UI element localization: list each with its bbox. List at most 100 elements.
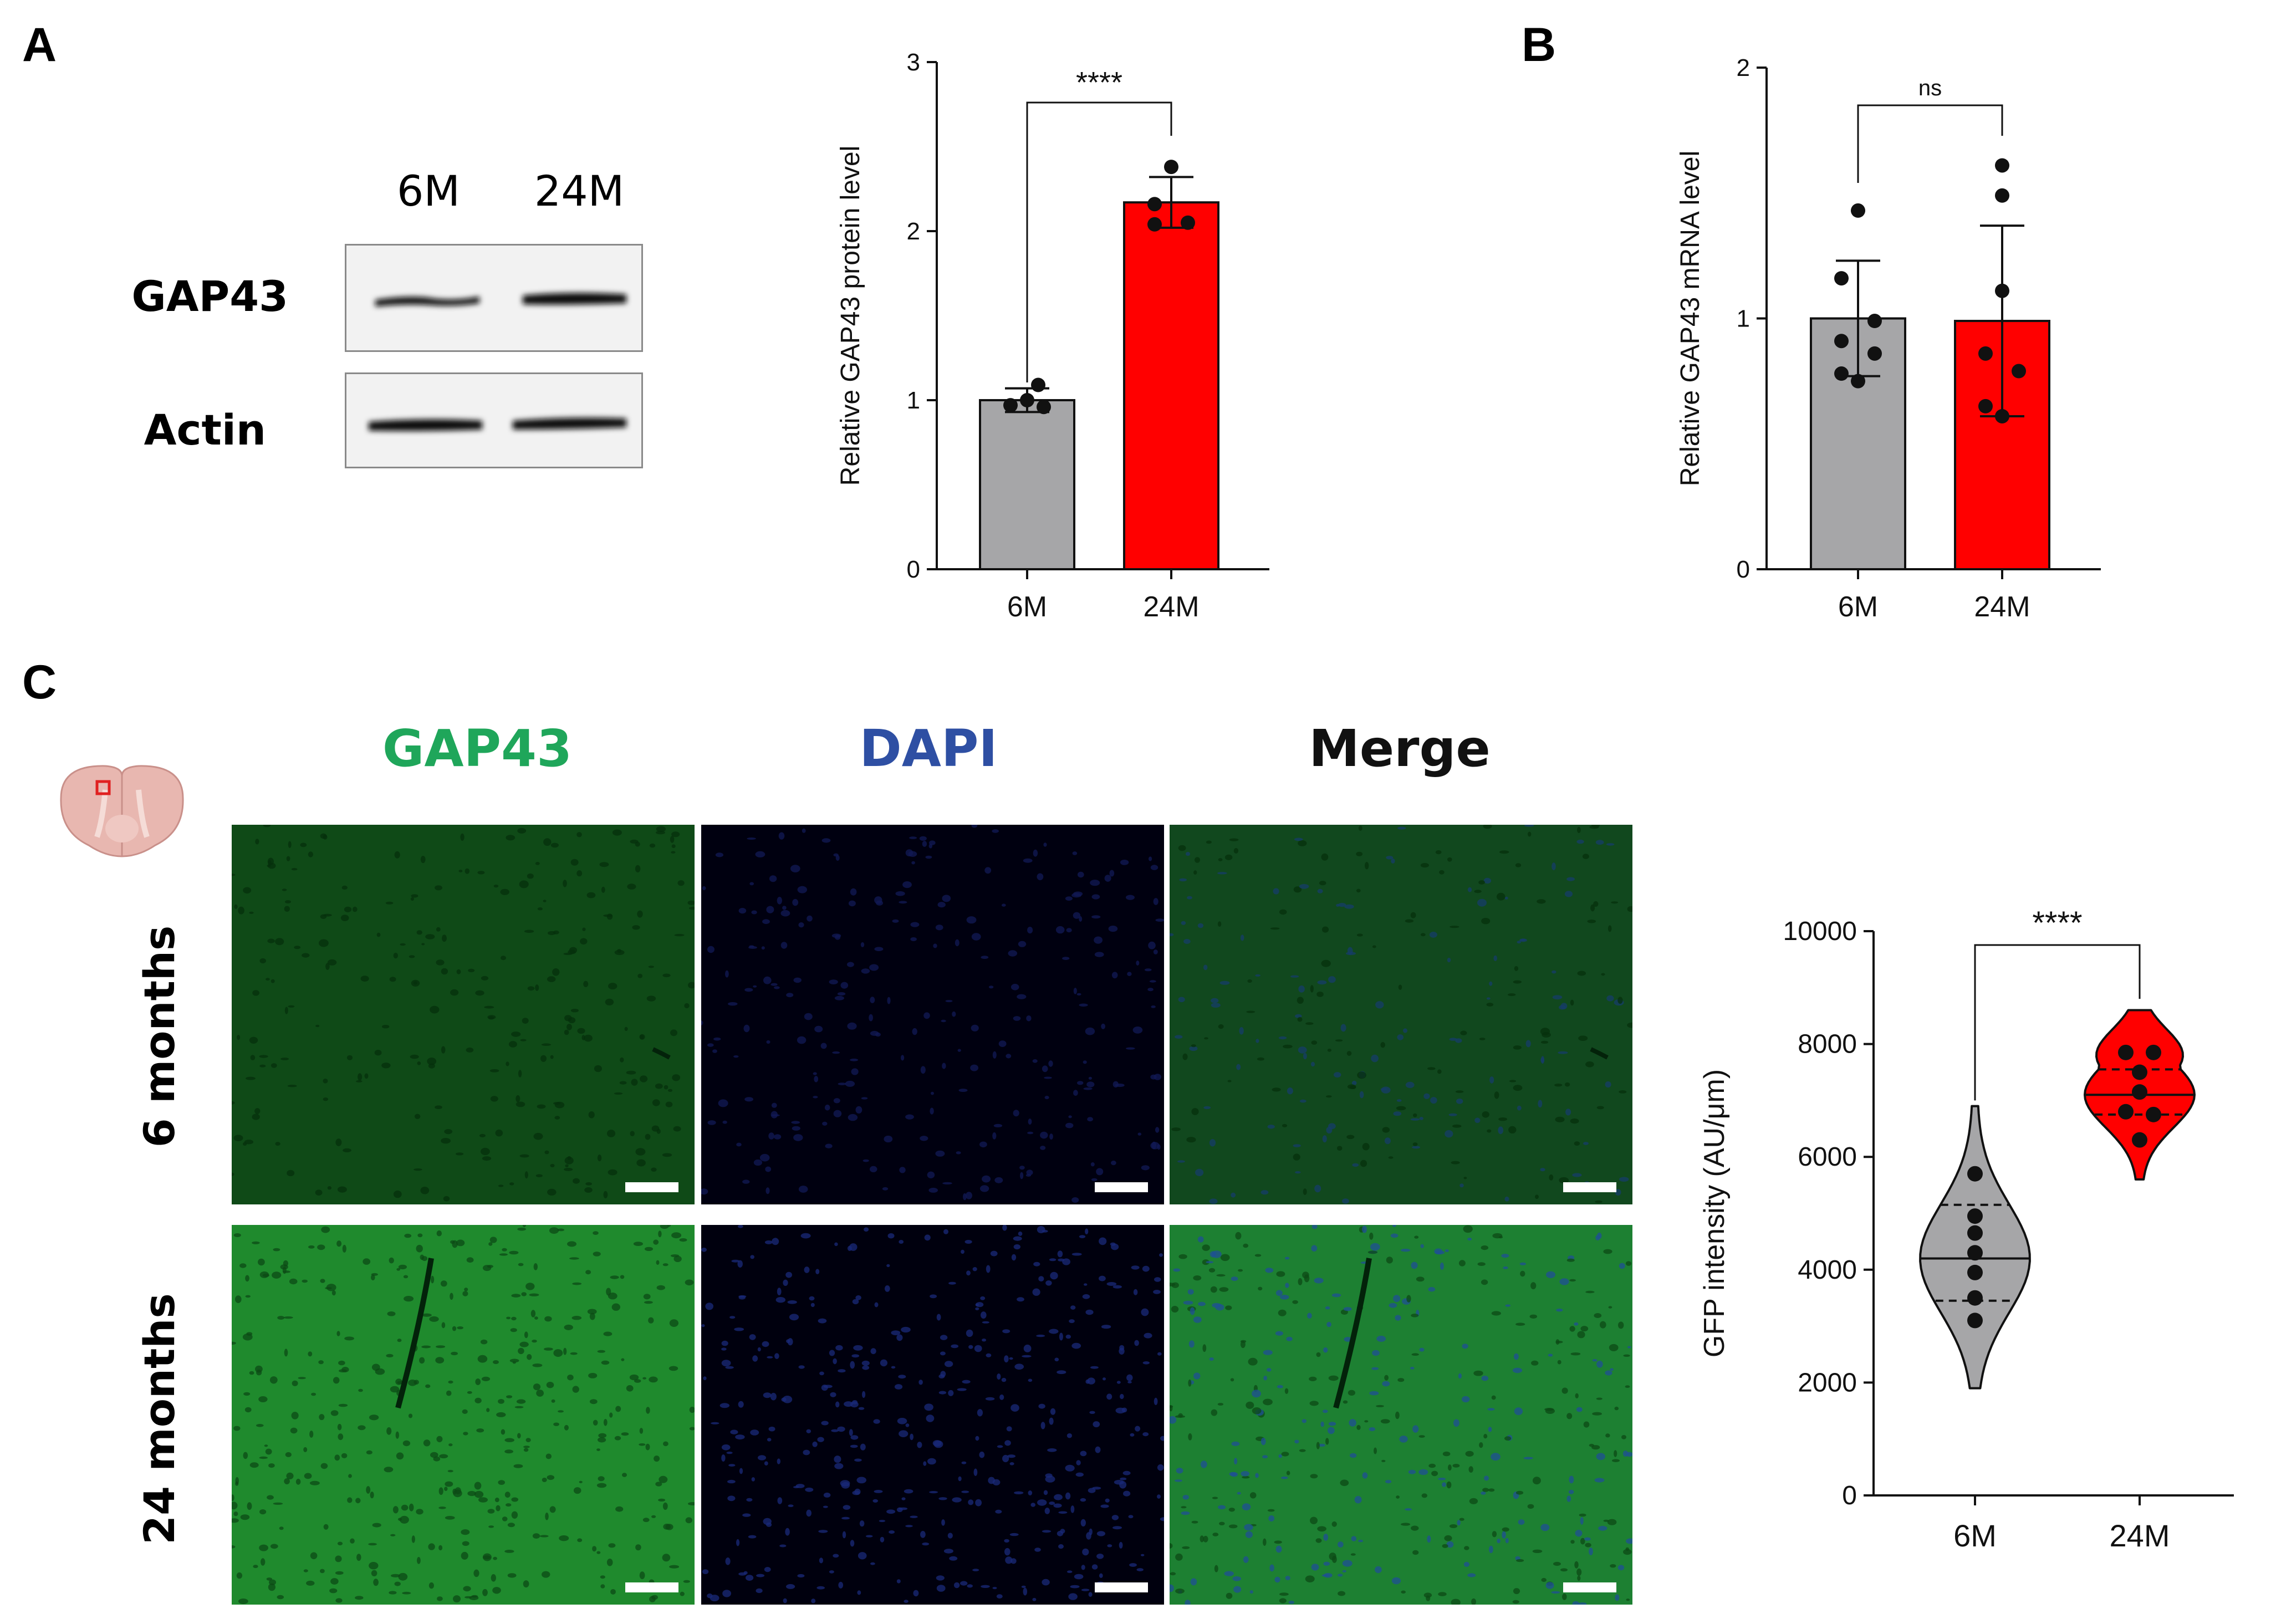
micrograph-gap43-6-months xyxy=(232,825,695,1204)
data-point xyxy=(1147,197,1162,212)
significance-label: ns xyxy=(1918,76,1942,100)
scale-bar xyxy=(625,1582,678,1592)
brain-section-icon xyxy=(60,765,184,857)
chart-gfp-intensity: 0 2000 4000 6000 8000 10000 GFP intensity (AU/… xyxy=(1698,905,2234,1553)
data-point xyxy=(1867,314,1882,329)
panel-letter-b: B xyxy=(1522,18,1556,72)
blot-bands-actin xyxy=(369,417,626,431)
y-tick-label: 2000 xyxy=(1798,1368,1857,1397)
band-actin-24m xyxy=(513,417,626,430)
data-point xyxy=(1995,188,2009,203)
y-axis-label: Relative GAP43 mRNA level xyxy=(1676,151,1705,487)
data-point xyxy=(1995,408,2009,423)
row-header-24-months: 24 months xyxy=(135,1293,184,1545)
x-tick-label: 24M xyxy=(2110,1518,2170,1553)
band-gap43-6m xyxy=(375,297,479,307)
significance-bracket xyxy=(1974,944,2141,1101)
panel-letter-c: C xyxy=(22,656,57,709)
significance-label: **** xyxy=(2032,905,2082,941)
data-point xyxy=(1834,366,1849,381)
bar-24m xyxy=(1123,201,1219,570)
scale-bar xyxy=(1095,1182,1148,1192)
data-point xyxy=(1031,377,1045,392)
x-tick-label: 6M xyxy=(1007,591,1047,623)
chart-protein-level: 0 1 2 3 Relative GAP43 protein level 6M 24M ***… xyxy=(836,49,1269,623)
data-point xyxy=(1978,346,1993,361)
micrograph-texture xyxy=(232,825,695,1202)
data-point xyxy=(2118,1044,2134,1060)
data-point xyxy=(1967,1290,1983,1306)
scale-bar xyxy=(625,1182,678,1192)
data-point xyxy=(2132,1084,2147,1100)
y-tick-label: 3 xyxy=(907,49,920,76)
data-point xyxy=(1851,374,1865,389)
data-point xyxy=(1147,217,1162,232)
y-tick-label: 4000 xyxy=(1798,1255,1857,1285)
blot-strip-gap43 xyxy=(345,244,643,352)
data-point xyxy=(1995,158,2009,173)
data-point xyxy=(2118,1104,2134,1120)
data-point xyxy=(1967,1225,1983,1241)
data-point xyxy=(1867,346,1882,361)
significance-label: **** xyxy=(1076,66,1122,99)
y-tick-label: 10000 xyxy=(1783,917,1857,946)
x-tick-label: 6M xyxy=(1953,1518,1997,1553)
data-point xyxy=(1003,398,1018,413)
scale-bar xyxy=(1095,1582,1148,1592)
y-tick-label: 2 xyxy=(907,218,920,245)
data-point xyxy=(2012,364,2026,379)
x-tick-label: 24M xyxy=(1974,591,2030,623)
y-tick-label: 0 xyxy=(1737,556,1750,583)
blot-protein-gap43: GAP43 xyxy=(131,272,288,321)
micrograph-texture xyxy=(701,1225,1164,1603)
band-actin-6m xyxy=(369,419,482,431)
y-tick-label: 6000 xyxy=(1798,1142,1857,1172)
column-header-merge: Merge xyxy=(1309,719,1491,778)
y-tick-label: 0 xyxy=(907,556,920,583)
blot-lane-label-24m: 24M xyxy=(534,166,625,216)
data-point xyxy=(1967,1208,1983,1224)
y-axis-label: Relative GAP43 protein level xyxy=(836,146,865,486)
micrograph-dapi-6-months xyxy=(701,825,1164,1204)
y-tick-label: 0 xyxy=(1842,1481,1857,1510)
data-point xyxy=(1978,399,1993,413)
data-point xyxy=(1834,334,1849,349)
data-point xyxy=(1164,160,1178,175)
data-point xyxy=(1181,215,1195,230)
micrograph-texture xyxy=(1170,1225,1632,1605)
data-point xyxy=(2132,1064,2147,1080)
micrograph-texture xyxy=(232,1225,695,1604)
data-point xyxy=(1967,1313,1983,1329)
significance-bracket xyxy=(1026,101,1172,382)
scale-bar xyxy=(1563,1582,1616,1592)
column-header-gap43: GAP43 xyxy=(382,719,573,778)
blot-strip-actin xyxy=(345,372,643,468)
blot-lane-label-6m: 6M xyxy=(397,166,460,216)
data-point xyxy=(2146,1106,2161,1122)
micrograph-gap43-24-months xyxy=(232,1225,695,1605)
micrograph-texture xyxy=(701,825,1164,1203)
data-point xyxy=(1851,203,1865,218)
data-point xyxy=(1834,271,1849,286)
y-tick-label: 8000 xyxy=(1798,1030,1857,1059)
y-tick-label: 1 xyxy=(1737,305,1750,333)
bar-6m xyxy=(979,399,1075,570)
data-point xyxy=(2146,1044,2161,1060)
band-gap43-24m xyxy=(523,293,626,305)
y-tick-label: 2 xyxy=(1737,54,1750,81)
micrograph-merge-6-months xyxy=(1170,825,1632,1204)
chart-mrna-level: 0 1 2 Relative GAP43 mRNA level 6M 24M ns xyxy=(1676,54,2101,623)
micrograph-merge-24-months xyxy=(1170,1225,1632,1605)
micrograph-texture xyxy=(1170,825,1632,1204)
scale-bar xyxy=(1563,1182,1616,1192)
x-tick-label: 24M xyxy=(1143,591,1199,623)
data-point xyxy=(1967,1166,1983,1182)
significance-bracket xyxy=(1857,104,2003,183)
data-point xyxy=(1967,1264,1983,1280)
micrograph-dapi-24-months xyxy=(701,1225,1164,1605)
data-point xyxy=(1995,283,2009,298)
blot-protein-actin: Actin xyxy=(144,405,266,454)
y-axis-label: GFP intensity (AU/μm) xyxy=(1698,1069,1731,1357)
column-header-dapi: DAPI xyxy=(859,719,998,778)
x-tick-label: 6M xyxy=(1838,591,1878,623)
